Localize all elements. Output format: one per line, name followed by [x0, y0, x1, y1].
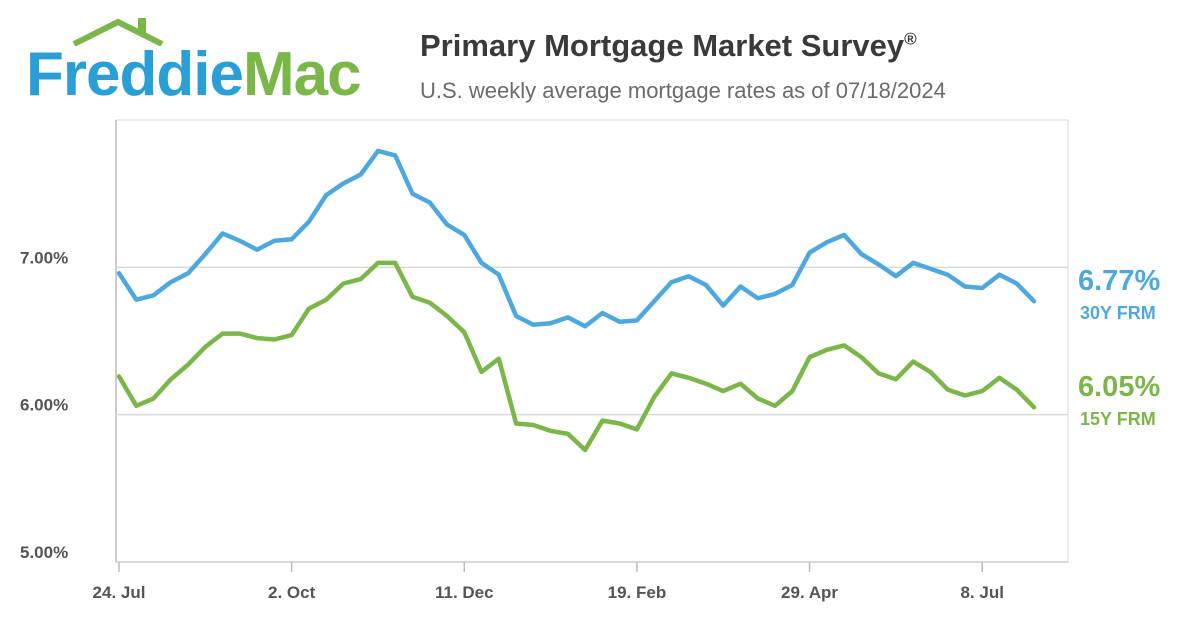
y-tick-label: 7.00%	[20, 248, 68, 267]
series-final-value-15y-frm: 6.05%	[1078, 371, 1160, 403]
end-label-layer: 6.77% 30Y FRM 6.05% 15Y FRM	[1078, 265, 1160, 429]
logo-word-mac: Mac	[242, 40, 362, 109]
plot-frame	[115, 119, 1069, 563]
series-final-value-30y-frm: 6.77%	[1078, 265, 1160, 297]
chart-title: Primary Mortgage Market Survey®	[420, 28, 917, 64]
series-line-30y-frm	[116, 148, 1037, 329]
tick-layer: 5.00% 6.00% 7.00% 24. Jul 2. Oct 11. Dec 19. F…	[20, 248, 1004, 602]
series-name-30y-frm: 30Y FRM	[1080, 303, 1156, 323]
house-roof-icon	[72, 18, 164, 46]
registered-mark: ®	[904, 29, 917, 49]
x-tick-label: 24. Jul	[93, 583, 146, 602]
x-tick-label: 2. Oct	[268, 583, 316, 602]
y-tick-label: 6.00%	[20, 396, 68, 415]
logo-word-freddie: Freddie	[26, 40, 244, 109]
freddie-mac-logo: FreddieMac	[26, 18, 386, 110]
x-tick-label: 8. Jul	[960, 583, 1003, 602]
series-layer	[116, 148, 1037, 453]
chart-title-text: Primary Mortgage Market Survey	[420, 28, 905, 63]
series-name-15y-frm: 15Y FRM	[1080, 409, 1156, 429]
chart-subtitle: U.S. weekly average mortgage rates as of…	[420, 78, 946, 103]
logo-wordmark: FreddieMac	[26, 40, 362, 110]
grid-layer	[115, 119, 1069, 563]
x-tick-label: 19. Feb	[608, 583, 667, 602]
series-line-15y-frm	[116, 260, 1037, 453]
x-tick-label: 11. Dec	[435, 583, 494, 602]
y-tick-label: 5.00%	[20, 543, 68, 562]
x-tick-label: 29. Apr	[781, 583, 838, 602]
